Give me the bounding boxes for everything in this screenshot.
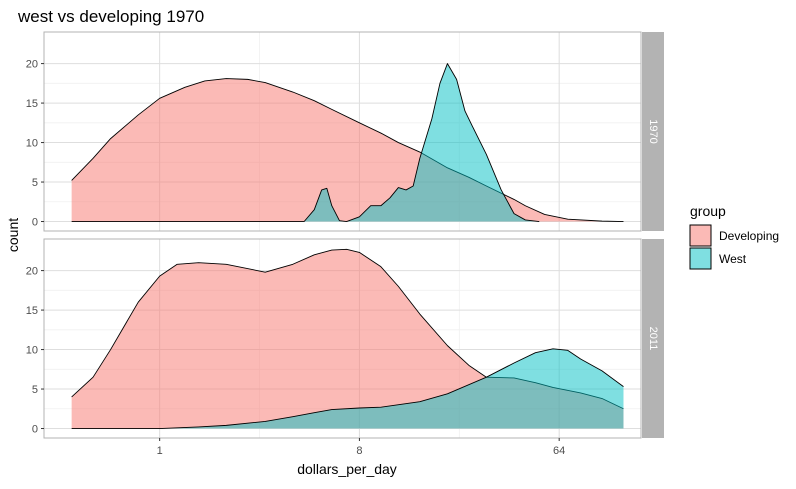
density-area-west xyxy=(71,63,540,222)
strip xyxy=(642,239,664,438)
chart-title: west vs developing 1970 xyxy=(17,7,204,26)
panel-border xyxy=(43,238,642,439)
density-line-developing xyxy=(71,78,624,222)
panel-1970: 0 5 10 15 20 1970 xyxy=(26,31,664,232)
y-tick-label: 20 xyxy=(26,59,38,71)
x-tick-label: 64 xyxy=(553,445,565,457)
y-tick-label: 15 xyxy=(26,98,38,110)
x-tick-label: 1 xyxy=(157,445,163,457)
legend-label-developing: Developing xyxy=(719,229,779,243)
legend: group Developing West xyxy=(689,203,779,270)
y-axis-title: count xyxy=(5,218,21,252)
panel-series xyxy=(71,248,624,429)
x-tick-label: 8 xyxy=(356,445,362,457)
x-axis: 1 8 64 xyxy=(157,438,565,457)
legend-key-west xyxy=(689,247,712,270)
density-area-west xyxy=(71,348,624,429)
y-axis: 0 5 10 15 20 xyxy=(26,59,44,229)
y-tick-label: 0 xyxy=(32,424,38,436)
density-line-west xyxy=(71,348,624,429)
y-tick-label: 5 xyxy=(32,384,38,396)
panel-series xyxy=(71,63,624,222)
panel-border xyxy=(43,31,642,232)
y-tick-label: 15 xyxy=(26,305,38,317)
x-axis-title: dollars_per_day xyxy=(297,461,397,477)
density-line-west xyxy=(71,63,540,222)
panel-2011: 0 5 10 15 20 2011 xyxy=(26,238,664,439)
strip xyxy=(642,32,664,231)
y-axis: 0 5 10 15 20 xyxy=(26,266,44,436)
legend-title: group xyxy=(690,203,726,219)
y-tick-label: 0 xyxy=(32,217,38,229)
y-tick-label: 10 xyxy=(26,138,38,150)
strip-label: 1970 xyxy=(647,119,659,143)
legend-key-developing xyxy=(689,224,712,247)
strip-label: 2011 xyxy=(647,327,659,351)
y-tick-label: 20 xyxy=(26,266,38,278)
legend-label-west: West xyxy=(719,252,747,266)
y-tick-label: 5 xyxy=(32,177,38,189)
y-tick-label: 10 xyxy=(26,345,38,357)
